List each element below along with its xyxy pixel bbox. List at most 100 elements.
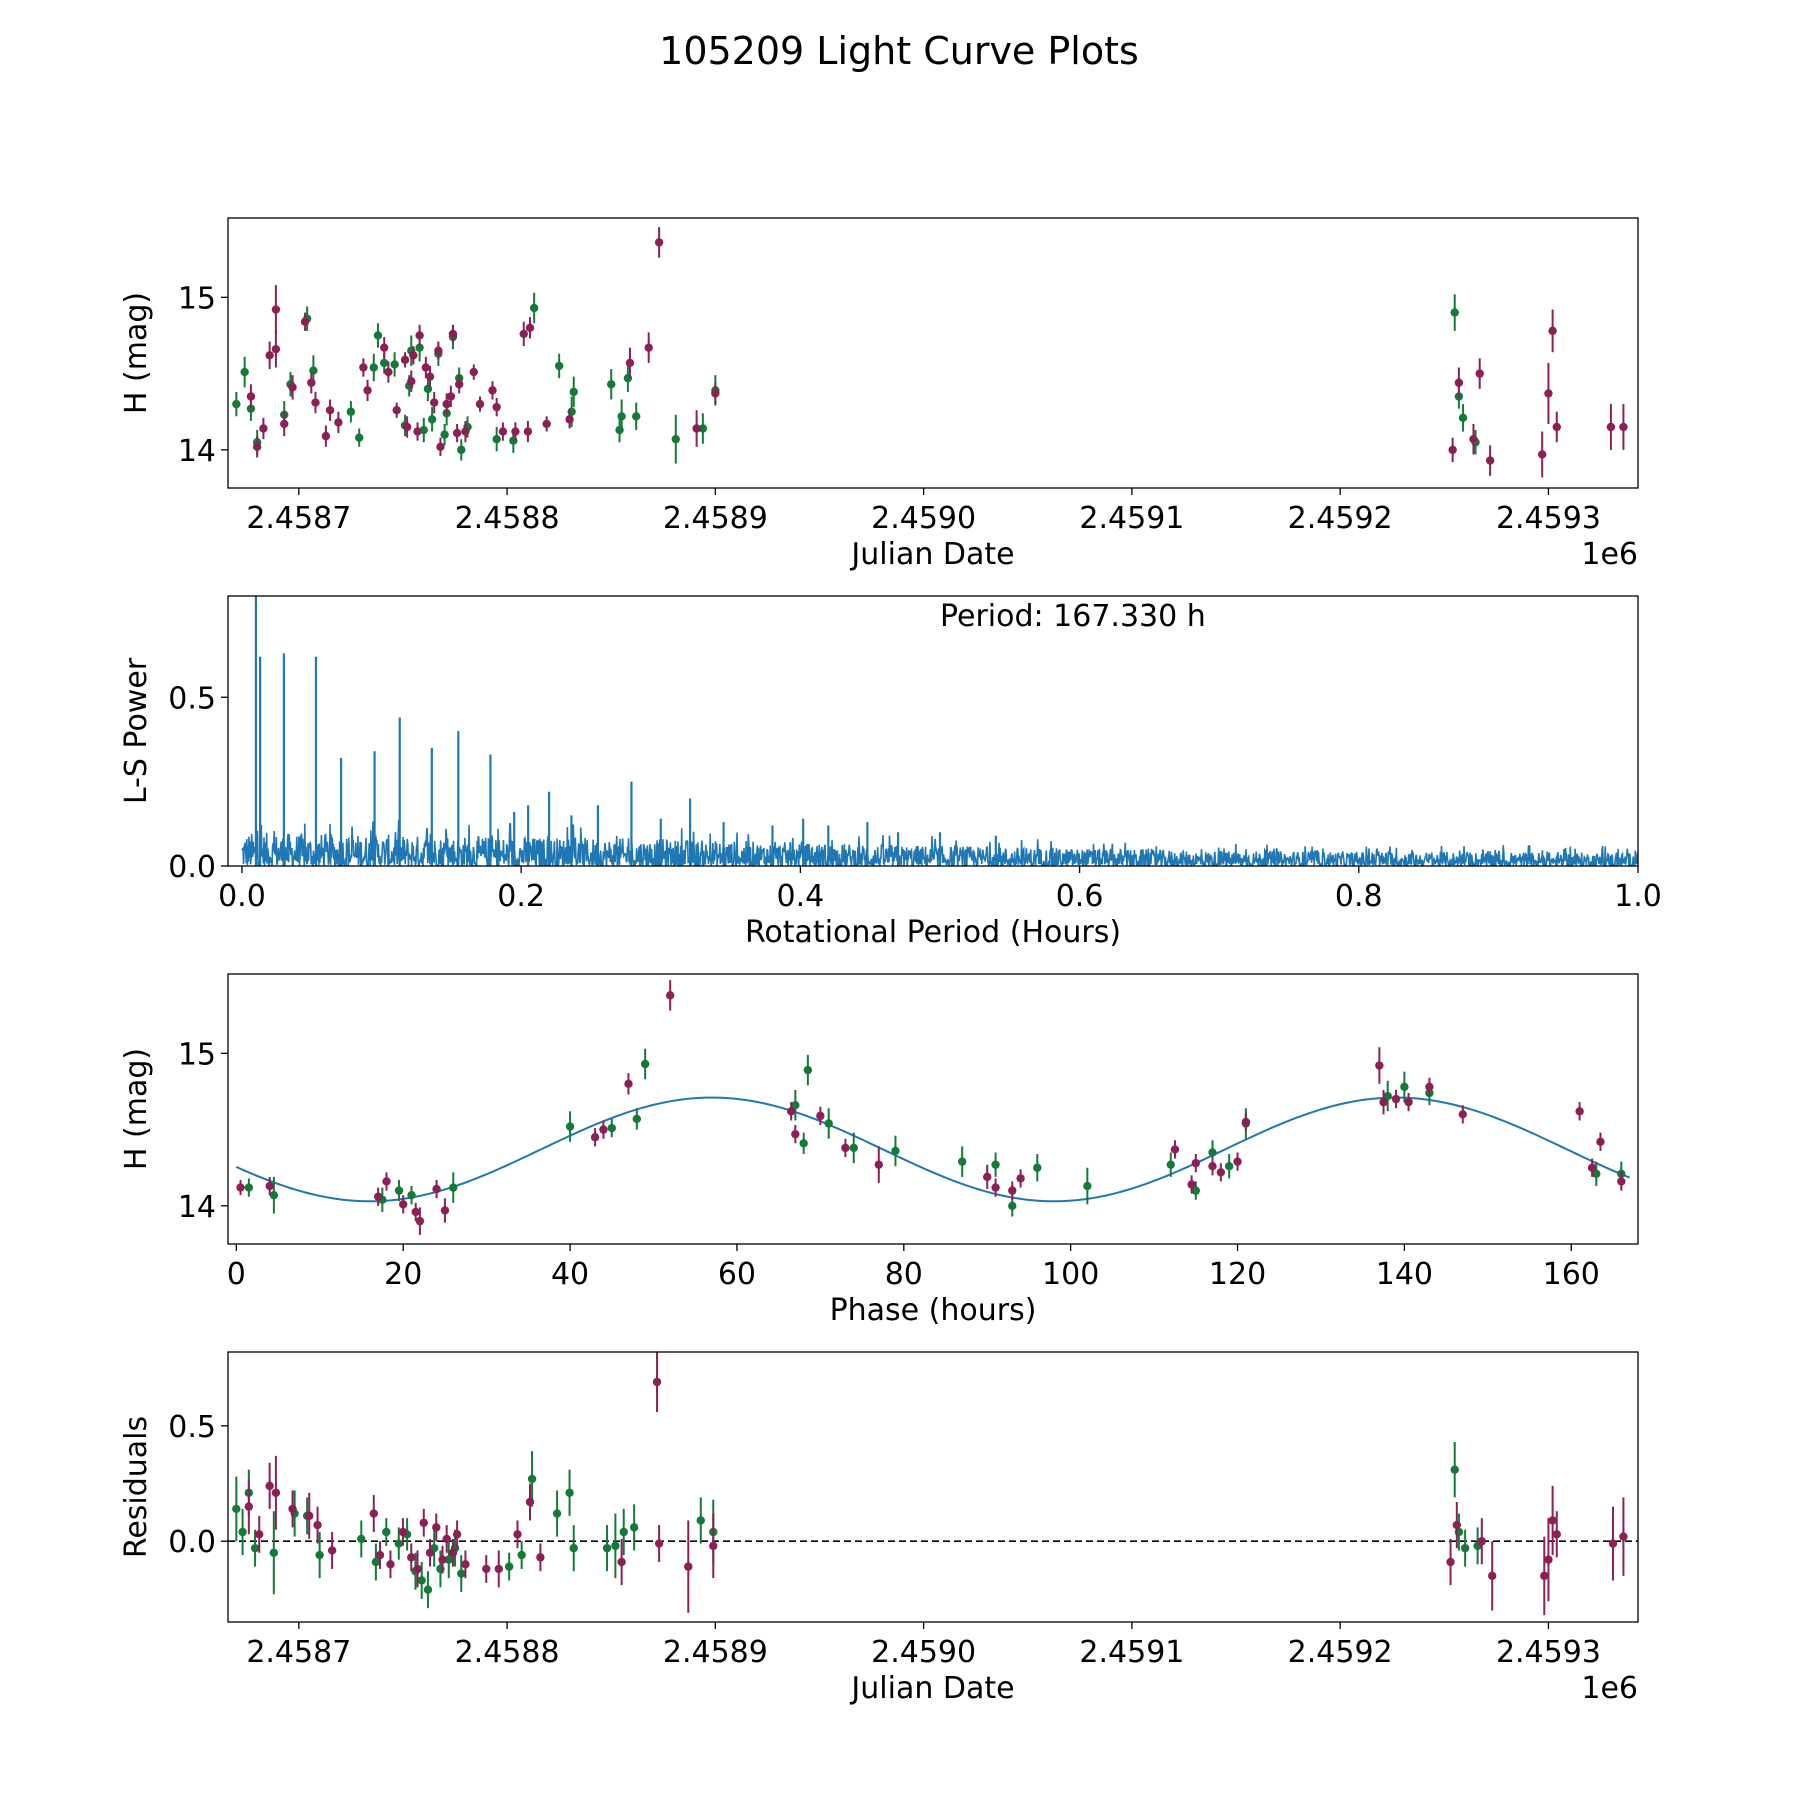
data-point bbox=[624, 1079, 633, 1089]
data-point bbox=[1488, 1571, 1497, 1581]
data-point bbox=[1619, 422, 1628, 432]
data-point bbox=[355, 433, 364, 442]
plot-frame bbox=[227, 1351, 1639, 1623]
data-point bbox=[380, 358, 389, 368]
data-point bbox=[315, 1550, 324, 1560]
x-tick-label: 0.8 bbox=[1335, 879, 1383, 914]
panel-light-curve: 2.4587 2.4588 2.4589 2.4590 2.4591 2.4592 2.45… bbox=[119, 217, 1639, 572]
data-point bbox=[492, 402, 501, 412]
data-point bbox=[799, 1139, 808, 1148]
plot-frame bbox=[227, 595, 1639, 867]
data-point bbox=[1448, 445, 1457, 455]
x-tick-label: 2.4591 bbox=[1079, 1635, 1184, 1670]
data-point bbox=[407, 377, 416, 386]
data-point bbox=[440, 1206, 450, 1215]
data-point bbox=[1544, 389, 1553, 398]
data-point bbox=[991, 1160, 1000, 1169]
data-point bbox=[244, 1183, 254, 1192]
data-point bbox=[625, 358, 635, 368]
x-tick-label: 2.4593 bbox=[1496, 501, 1601, 536]
y-tick-label: 15 bbox=[178, 1037, 216, 1072]
x-axis-label: Rotational Period (Hours) bbox=[745, 915, 1121, 950]
data-point bbox=[280, 419, 289, 429]
x-tick-label: 2.4587 bbox=[246, 501, 351, 536]
data-point bbox=[305, 1511, 314, 1521]
data-point bbox=[398, 1527, 408, 1537]
data-point bbox=[684, 1562, 693, 1571]
x-tick-label: 0.6 bbox=[1056, 879, 1104, 914]
data-point bbox=[1166, 1160, 1175, 1169]
data-point bbox=[1216, 1168, 1226, 1177]
x-tick-label: 140 bbox=[1376, 1257, 1433, 1292]
data-point bbox=[407, 1190, 416, 1200]
data-point bbox=[400, 355, 410, 365]
data-point bbox=[958, 1157, 967, 1166]
data-point bbox=[824, 1119, 833, 1128]
data-point bbox=[565, 415, 574, 424]
data-point bbox=[1619, 1532, 1628, 1541]
data-point bbox=[517, 1550, 526, 1560]
x-tick-label: 1.0 bbox=[1614, 879, 1662, 914]
panel-periodogram: 0.0 0.2 0.4 0.6 0.8 1.0 0.0 0.5 Rotational Perio… bbox=[119, 595, 1662, 950]
data-point bbox=[1241, 1117, 1251, 1127]
data-point bbox=[654, 238, 664, 247]
data-point bbox=[382, 1527, 391, 1537]
data-point bbox=[611, 1541, 620, 1551]
data-point bbox=[841, 1143, 850, 1153]
panel-residuals: 2.4587 2.4588 2.4589 2.4590 2.4591 2.4592 2.45… bbox=[119, 1351, 1639, 1706]
x-tick-label: 2.4592 bbox=[1288, 501, 1393, 536]
data-point bbox=[440, 430, 449, 439]
data-point bbox=[423, 1585, 433, 1594]
x-tick-label: 2.4588 bbox=[455, 1635, 560, 1670]
data-point bbox=[307, 378, 316, 387]
data-point bbox=[1477, 1537, 1486, 1546]
data-point bbox=[803, 1065, 813, 1075]
data-point bbox=[325, 406, 335, 415]
data-point bbox=[1596, 1137, 1605, 1146]
data-point bbox=[617, 1557, 626, 1567]
data-point bbox=[1450, 1465, 1459, 1474]
x-tick-label: 60 bbox=[718, 1257, 756, 1292]
data-point bbox=[452, 428, 462, 438]
data-point bbox=[1458, 1110, 1467, 1119]
data-layer bbox=[232, 227, 1628, 478]
x-axis-label: Julian Date bbox=[849, 537, 1014, 572]
data-point bbox=[607, 1123, 616, 1133]
data-point bbox=[709, 1541, 718, 1551]
data-point bbox=[1008, 1201, 1017, 1211]
data-point bbox=[983, 1172, 992, 1182]
data-point bbox=[1233, 1157, 1242, 1166]
x-tick-label: 80 bbox=[885, 1257, 923, 1292]
data-point bbox=[1544, 1555, 1553, 1564]
data-point bbox=[607, 380, 616, 389]
data-point bbox=[240, 367, 249, 377]
data-point bbox=[692, 424, 701, 433]
data-point bbox=[711, 389, 720, 398]
data-layer bbox=[232, 1352, 1628, 1616]
data-point bbox=[652, 1377, 662, 1387]
data-point bbox=[1425, 1082, 1434, 1092]
data-point bbox=[1187, 1180, 1196, 1189]
y-tick-label: 14 bbox=[178, 1190, 216, 1225]
data-point bbox=[891, 1146, 900, 1156]
data-point bbox=[432, 1523, 441, 1532]
period-annotation: Period: 167.330 h bbox=[940, 599, 1206, 634]
data-point bbox=[475, 399, 485, 409]
x-tick-label: 2.4588 bbox=[455, 501, 560, 536]
y-tick-label: 14 bbox=[178, 434, 216, 469]
data-point bbox=[321, 431, 331, 441]
data-point bbox=[250, 1543, 260, 1553]
data-point bbox=[523, 427, 533, 436]
data-point bbox=[644, 343, 653, 352]
data-point bbox=[1446, 1557, 1455, 1567]
data-point bbox=[519, 329, 528, 339]
data-point bbox=[402, 422, 412, 432]
plot-frame bbox=[227, 217, 1639, 489]
y-tick-label: 15 bbox=[178, 281, 216, 316]
x-axis-label: Julian Date bbox=[849, 1671, 1014, 1706]
data-point bbox=[373, 331, 383, 340]
data-point bbox=[786, 1107, 796, 1116]
data-point bbox=[246, 392, 256, 401]
data-point bbox=[849, 1143, 858, 1153]
